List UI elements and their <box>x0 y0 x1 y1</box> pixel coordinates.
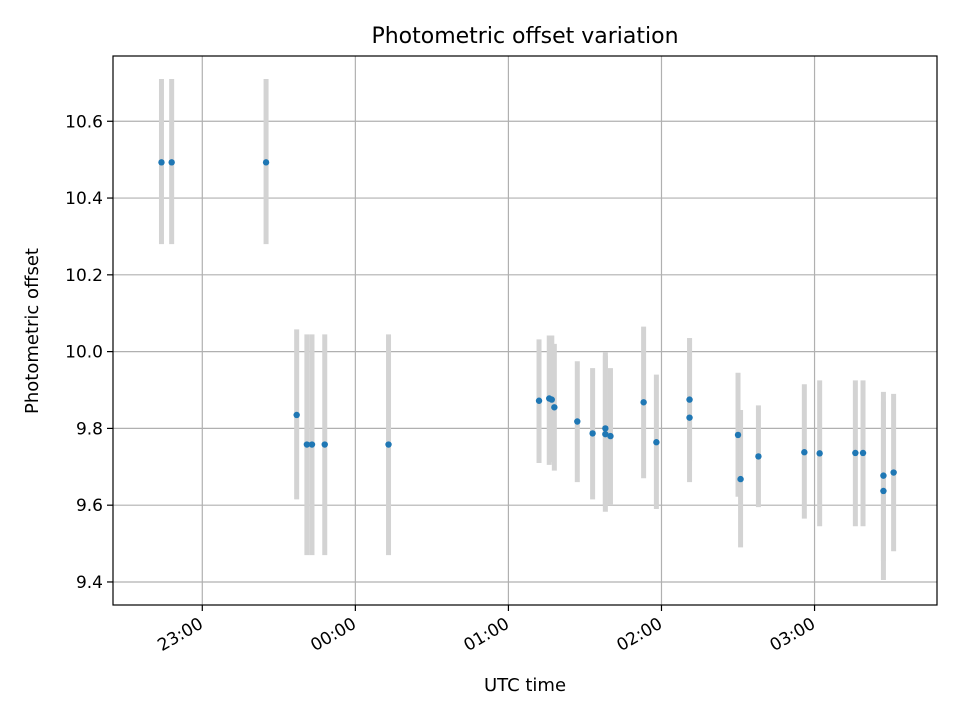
data-point <box>321 441 328 448</box>
data-point <box>653 439 660 446</box>
y-tick-label: 10.4 <box>65 189 103 209</box>
data-point <box>551 404 558 411</box>
data-point <box>880 472 887 479</box>
data-point <box>737 475 744 483</box>
data-point <box>686 414 693 421</box>
data-point <box>293 411 300 419</box>
data-point <box>640 399 647 406</box>
data-point <box>385 441 392 448</box>
y-axis-label: Photometric offset <box>22 248 43 414</box>
data-point <box>602 425 609 432</box>
data-point <box>303 441 311 448</box>
y-tick-label: 9.4 <box>76 573 103 593</box>
data-point <box>755 453 762 460</box>
y-axis-ticks: 9.4 9.6 9.8 10.0 10.2 10.4 10.6 <box>65 112 113 593</box>
data-point <box>574 418 581 425</box>
data-point <box>801 449 808 456</box>
y-tick-label: 9.6 <box>76 496 103 516</box>
grid-lines <box>113 56 937 605</box>
y-tick-label: 9.8 <box>76 419 103 439</box>
data-point <box>890 469 897 476</box>
data-point <box>308 441 316 448</box>
data-points <box>158 159 897 495</box>
data-point <box>262 159 270 166</box>
data-point <box>880 487 887 495</box>
data-point <box>535 397 543 404</box>
data-point <box>602 430 609 438</box>
x-axis-label: UTC time <box>484 675 566 696</box>
data-point <box>686 396 693 403</box>
y-tick-label: 10.0 <box>65 343 103 363</box>
y-tick-label: 10.2 <box>65 266 103 286</box>
chart-title: Photometric offset variation <box>371 24 678 49</box>
plot-frame <box>112 55 938 606</box>
data-point <box>816 450 823 457</box>
data-point <box>168 159 175 166</box>
data-point <box>859 449 867 457</box>
data-point <box>548 396 555 403</box>
data-point <box>158 159 165 166</box>
y-tick-label: 10.6 <box>65 112 103 132</box>
data-point <box>607 432 614 440</box>
data-point <box>734 431 742 439</box>
data-point <box>852 449 859 457</box>
data-point <box>589 430 596 437</box>
